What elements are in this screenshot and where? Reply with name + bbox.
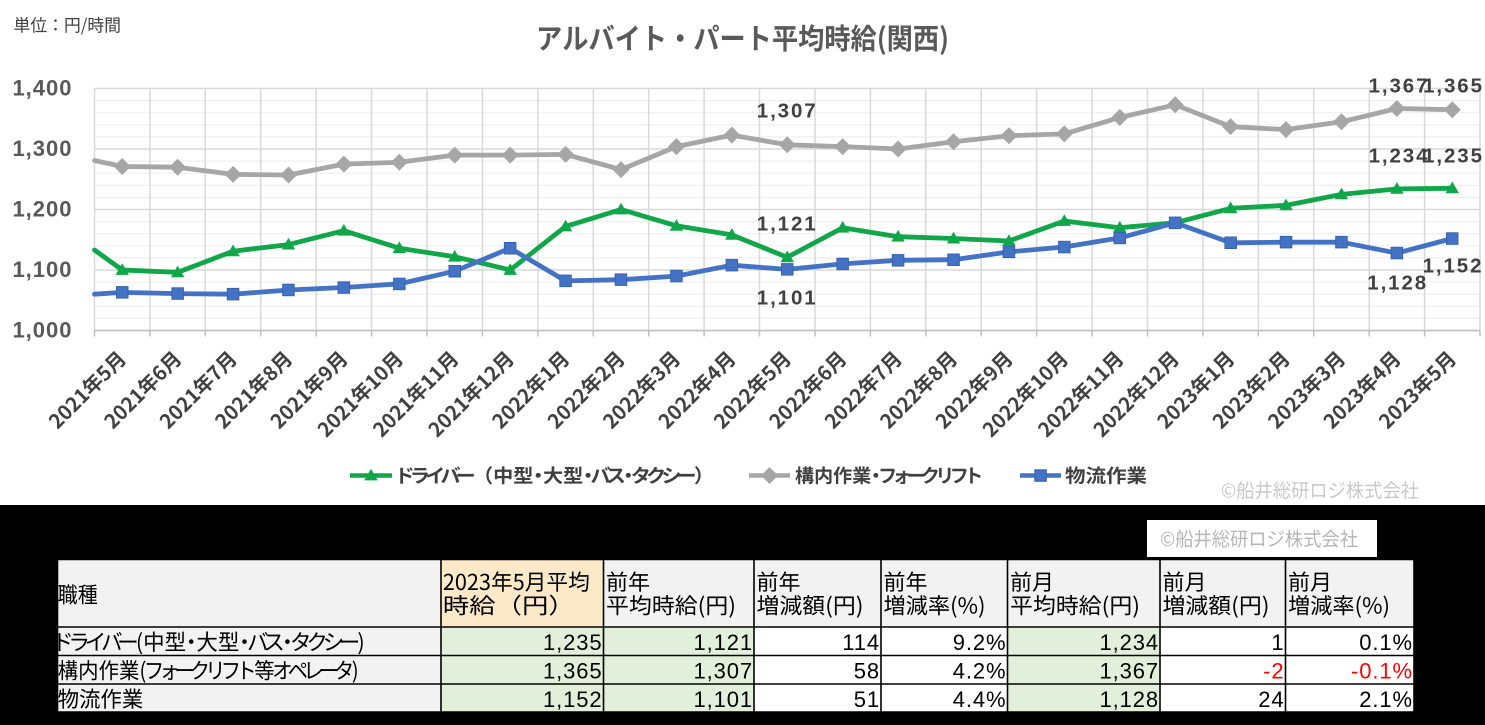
svg-text:1,128: 1,128 [1099, 687, 1159, 712]
svg-text:1,152: 1,152 [543, 687, 603, 712]
svg-text:1,000: 1,000 [12, 318, 72, 343]
svg-text:114: 114 [842, 630, 880, 655]
svg-text:1,234: 1,234 [1099, 630, 1159, 655]
svg-text:51: 51 [854, 687, 880, 712]
svg-text:2.1%: 2.1% [1359, 687, 1413, 712]
svg-text:4.4%: 4.4% [953, 687, 1007, 712]
svg-text:1,367: 1,367 [1099, 659, 1159, 684]
svg-text:1,235: 1,235 [543, 630, 603, 655]
svg-text:1,307: 1,307 [693, 659, 753, 684]
svg-text:1,128: 1,128 [1367, 272, 1428, 295]
svg-text:1,365: 1,365 [543, 659, 603, 684]
svg-text:1,234: 1,234 [1369, 145, 1430, 168]
svg-text:1,365: 1,365 [1423, 75, 1484, 98]
svg-text:4.2%: 4.2% [953, 659, 1007, 684]
svg-text:58: 58 [854, 659, 880, 684]
svg-text:9.2%: 9.2% [953, 630, 1007, 655]
svg-text:1,300: 1,300 [12, 136, 72, 161]
svg-text:1,235: 1,235 [1423, 145, 1484, 168]
svg-text:24: 24 [1258, 687, 1284, 712]
svg-text:1,367: 1,367 [1369, 75, 1430, 98]
svg-text:1: 1 [1271, 630, 1284, 655]
svg-text:1,101: 1,101 [757, 287, 818, 310]
svg-text:1,101: 1,101 [693, 687, 753, 712]
svg-text:1,121: 1,121 [757, 213, 818, 236]
svg-text:1,400: 1,400 [12, 76, 72, 101]
svg-text:0.1%: 0.1% [1359, 630, 1413, 655]
svg-text:-0.1%: -0.1% [1351, 659, 1413, 684]
svg-text:1,152: 1,152 [1423, 255, 1484, 278]
svg-text:1,307: 1,307 [757, 100, 818, 123]
svg-text:1,200: 1,200 [12, 197, 72, 222]
svg-text:-2: -2 [1263, 659, 1284, 684]
svg-text:1,100: 1,100 [12, 257, 72, 282]
svg-text:1,121: 1,121 [693, 630, 753, 655]
